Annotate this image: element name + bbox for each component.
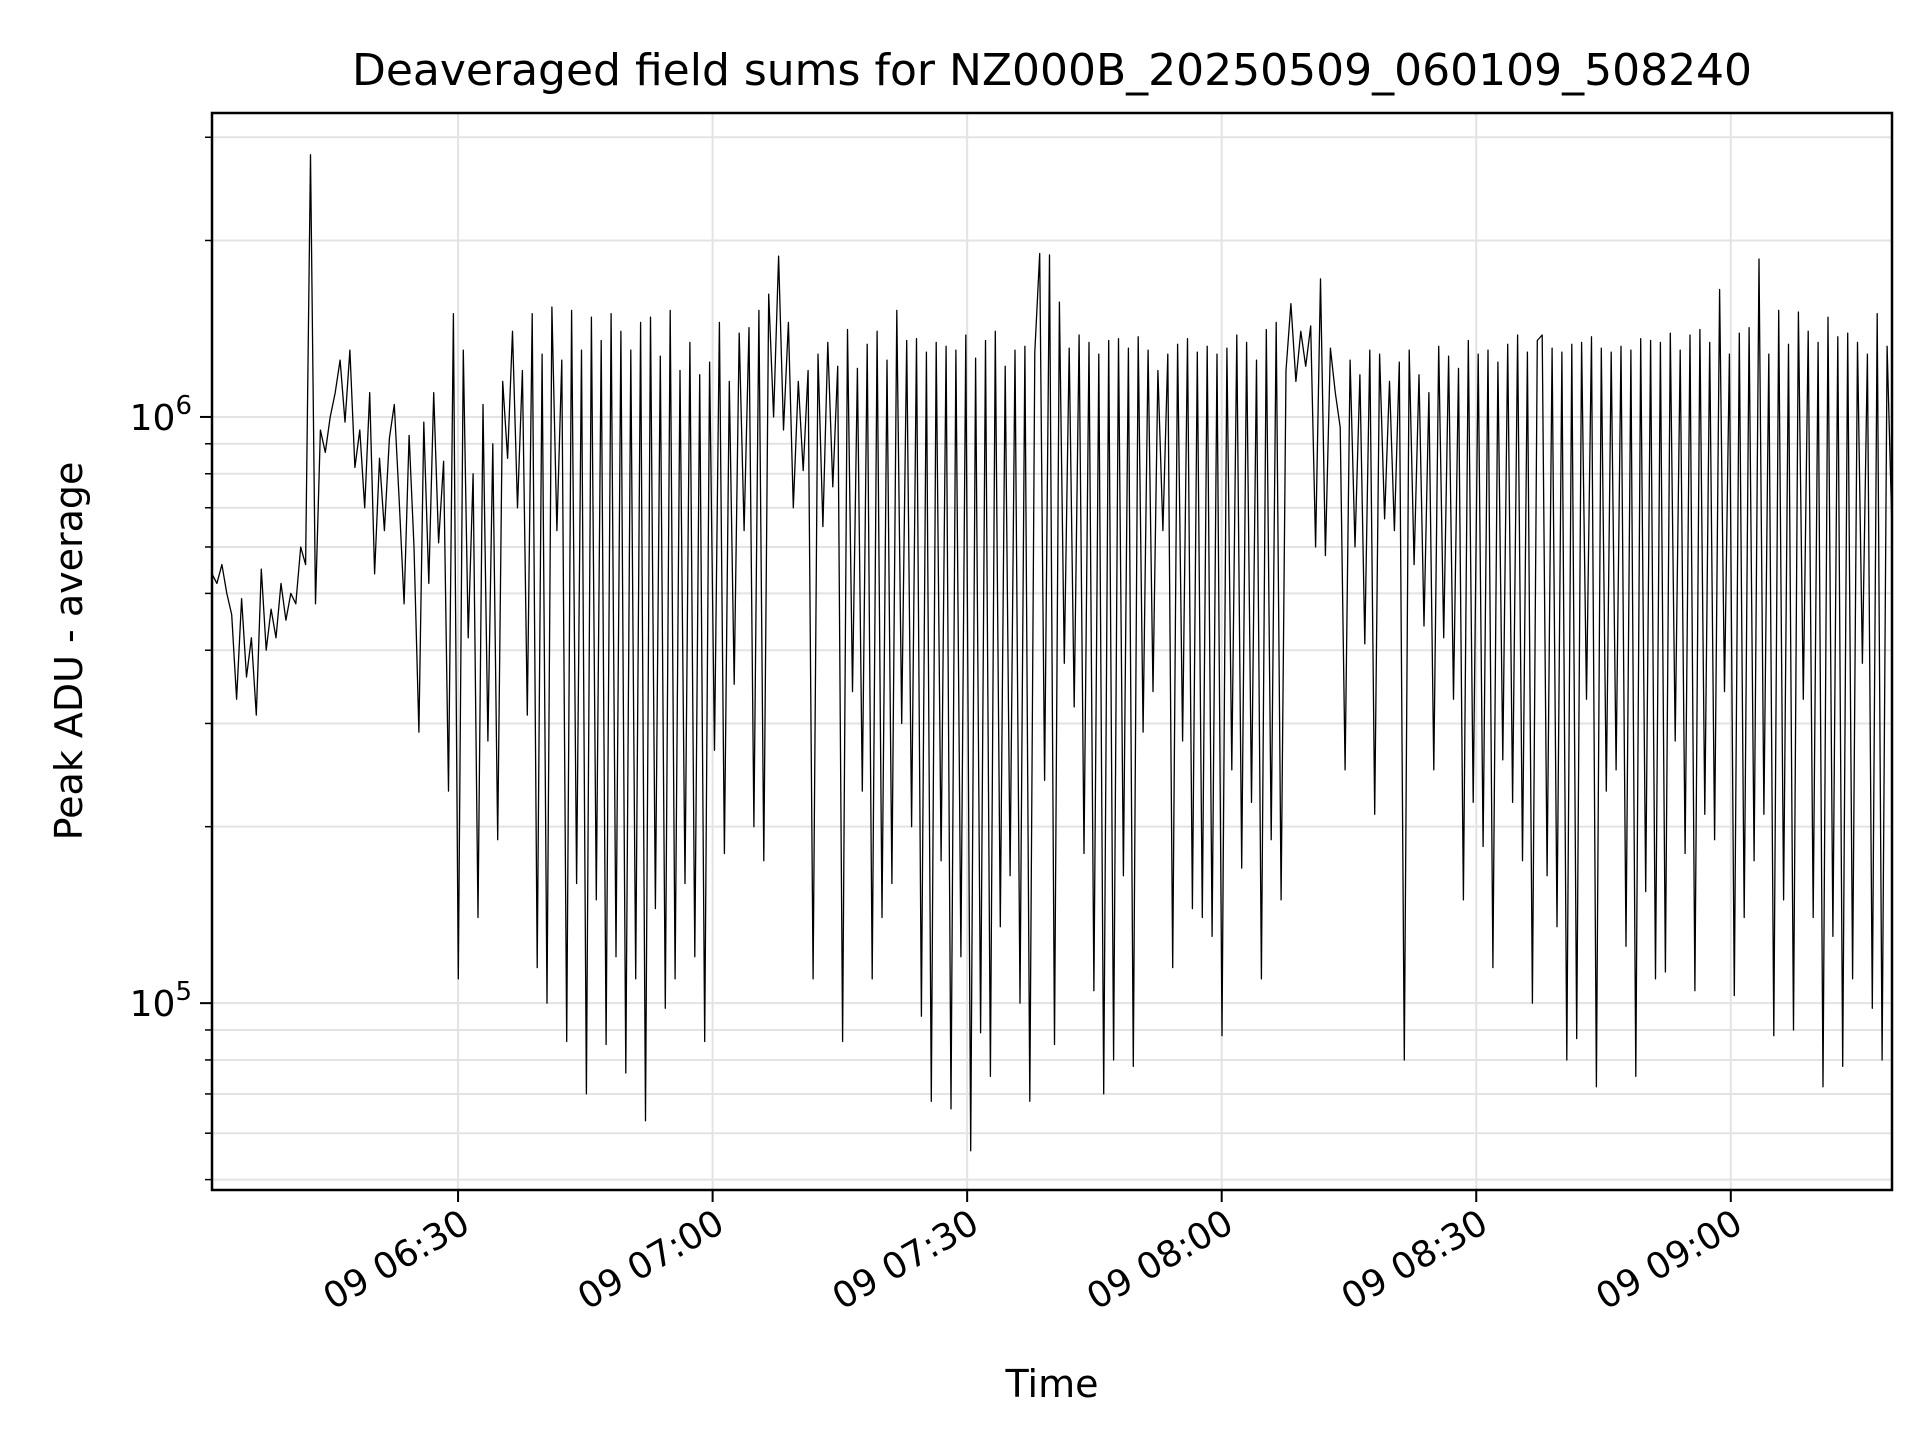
y-axis-label: Peak ADU - average [47, 462, 91, 841]
series-line [211, 154, 1893, 1152]
plot-area [211, 154, 1893, 1152]
plot-frame [210, 111, 1894, 1192]
y-tick-label: 106 [130, 391, 192, 439]
y-tick-label: 105 [130, 977, 192, 1025]
x-axis-label: Time [1005, 1362, 1099, 1406]
y-axis: 105 106 [130, 136, 212, 1181]
chart-title: Deaveraged field sums for NZ000B_2025050… [352, 45, 1752, 96]
